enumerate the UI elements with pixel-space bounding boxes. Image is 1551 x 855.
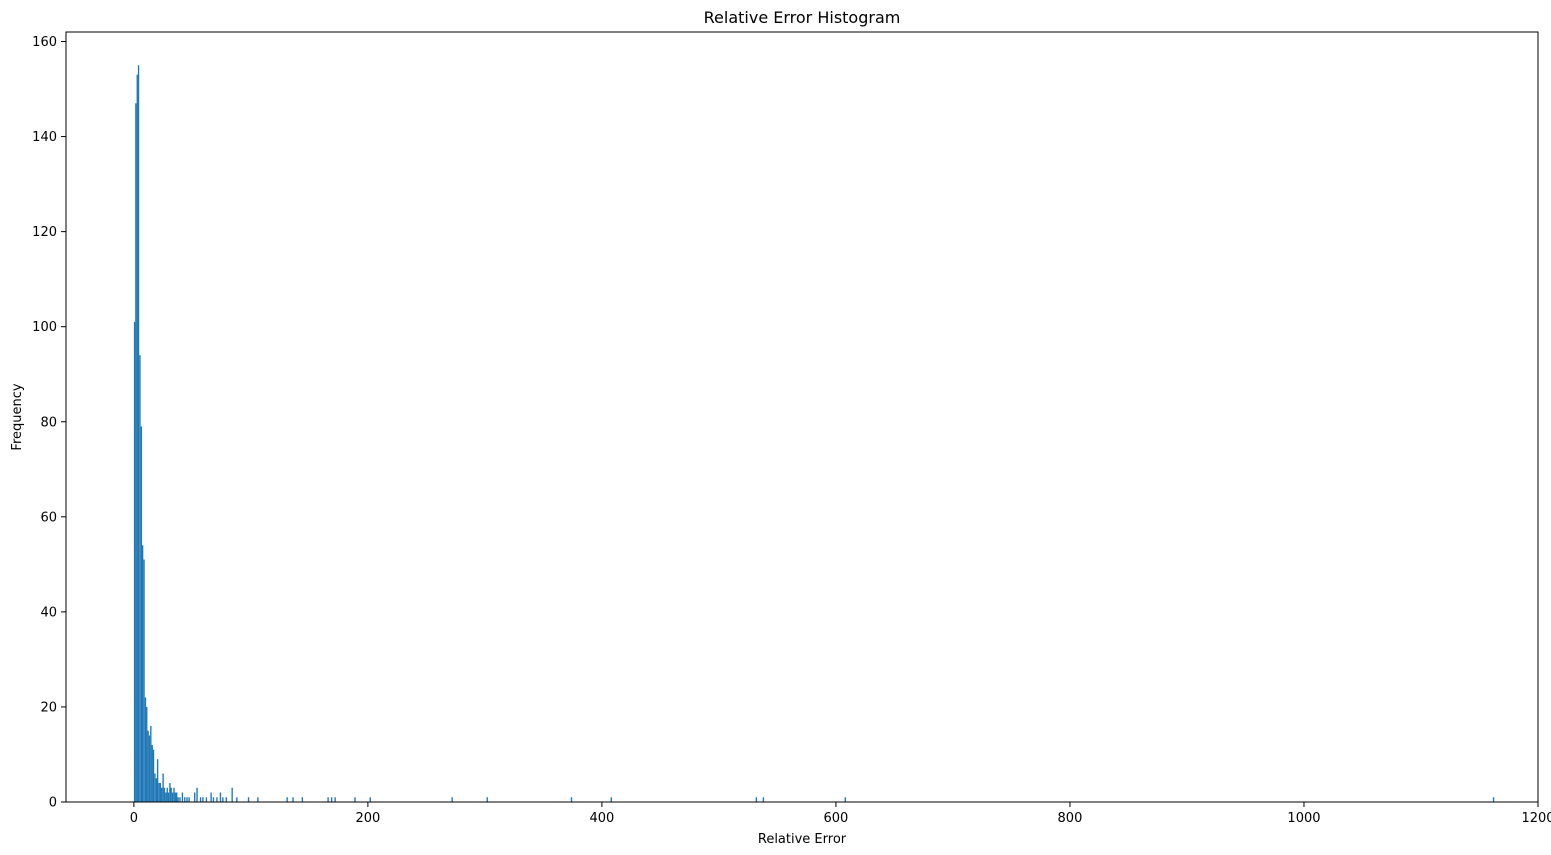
histogram-bar — [163, 787, 166, 802]
x-axis-ticks: 0 200 400 600 800 1000 1200 — [130, 802, 1551, 826]
histogram-bar — [179, 797, 181, 802]
histogram-bar — [247, 797, 250, 802]
x-tick-label: 200 — [355, 811, 380, 826]
histogram-bars — [133, 65, 1495, 803]
y-tick-label: 80 — [40, 415, 57, 430]
histogram-bar — [216, 797, 218, 802]
histogram-bar — [133, 321, 136, 802]
histogram-bar — [334, 797, 336, 802]
y-tick-label: 140 — [32, 130, 57, 145]
histogram-bar — [139, 355, 141, 802]
plot-area-frame — [65, 31, 1539, 803]
histogram-bar — [137, 65, 140, 802]
histogram-bar — [236, 797, 238, 802]
histogram-bar — [292, 797, 294, 802]
histogram-bar — [156, 759, 159, 802]
y-tick-label: 20 — [40, 700, 57, 715]
histogram-bar — [170, 787, 172, 802]
histogram-bar — [150, 725, 152, 802]
histogram-bar — [166, 787, 168, 802]
histogram-bar — [188, 797, 190, 802]
histogram-bar — [148, 735, 151, 802]
histogram-bar — [141, 545, 144, 802]
histogram-bar — [154, 773, 156, 802]
y-tick-label: 0 — [49, 796, 57, 811]
histogram-bar — [205, 797, 208, 802]
y-axis-label: Frequency — [10, 383, 25, 450]
histogram-bar — [151, 744, 153, 802]
histogram-bar — [184, 797, 186, 802]
x-axis-label: Relative Error — [758, 832, 847, 847]
histogram-bar — [174, 792, 176, 802]
histogram-bar — [143, 559, 145, 802]
histogram-bar — [167, 792, 170, 802]
histogram-bar — [286, 797, 288, 802]
histogram-bar — [257, 797, 259, 802]
histogram-bar — [155, 778, 158, 802]
histogram-bar — [210, 792, 212, 802]
x-tick-label: 1200 — [1521, 811, 1551, 826]
histogram-bar — [176, 792, 178, 802]
histogram-bar — [451, 797, 453, 802]
histogram-bar — [486, 797, 488, 802]
histogram-bar — [136, 74, 138, 802]
histogram-bar — [212, 797, 215, 802]
histogram-bar — [369, 797, 371, 802]
histogram-bar — [231, 787, 233, 802]
histogram-bar — [330, 797, 333, 802]
histogram-bar — [162, 773, 164, 802]
histogram-bar — [177, 797, 179, 802]
y-tick-label: 40 — [40, 605, 57, 620]
histogram-bar — [165, 792, 167, 802]
histogram-bar — [219, 792, 222, 802]
x-tick-label: 400 — [589, 811, 614, 826]
histogram-bar — [144, 697, 147, 802]
histogram-bar — [158, 782, 160, 802]
histogram-bar — [196, 787, 198, 802]
y-tick-label: 100 — [32, 320, 57, 335]
x-tick-label: 1000 — [1287, 811, 1320, 826]
histogram-bar — [570, 797, 573, 802]
histogram-bar — [161, 787, 163, 802]
histogram-bar — [610, 797, 612, 802]
histogram-bar — [1492, 797, 1495, 802]
histogram-bar — [327, 797, 329, 802]
y-axis-ticks: 0 20 40 60 80 100 120 140 160 — [32, 35, 66, 811]
histogram-bar — [171, 792, 174, 802]
histogram-bar — [181, 792, 184, 802]
x-tick-label: 800 — [1058, 811, 1083, 826]
histogram-bar — [186, 797, 188, 802]
histogram-bar — [222, 797, 224, 802]
histogram-bar — [173, 787, 175, 802]
histogram-bar — [169, 782, 171, 802]
histogram-bar — [147, 730, 149, 802]
histogram-bar — [354, 797, 356, 802]
histogram-bar — [225, 797, 227, 802]
histogram-bar — [301, 797, 304, 802]
histogram-bar — [140, 426, 143, 802]
histogram-bar — [844, 797, 846, 802]
y-tick-label: 60 — [40, 510, 57, 525]
y-tick-label: 120 — [32, 225, 57, 240]
histogram-bar — [194, 792, 196, 802]
histogram-bar — [755, 797, 758, 802]
histogram-bar — [762, 797, 765, 802]
chart-title: Relative Error Histogram — [704, 8, 901, 27]
histogram-bar — [159, 782, 161, 802]
y-tick-label: 160 — [32, 35, 57, 50]
histogram-bar — [202, 797, 204, 802]
histogram-bar — [135, 103, 137, 803]
x-tick-label: 600 — [824, 811, 849, 826]
x-tick-label: 0 — [130, 811, 138, 826]
histogram-bar — [146, 706, 148, 802]
histogram-bar — [152, 749, 155, 802]
histogram-bar — [199, 797, 202, 802]
